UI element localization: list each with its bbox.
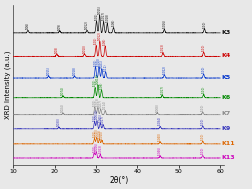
- Text: (101): (101): [94, 37, 98, 44]
- Text: (00030): (00030): [95, 109, 99, 119]
- Text: (1010): (1010): [97, 57, 101, 66]
- Text: (1016): (1016): [162, 19, 166, 28]
- Text: K3: K3: [222, 30, 231, 35]
- Text: (0040): (0040): [95, 128, 99, 137]
- Text: (0046): (0046): [94, 142, 98, 151]
- Text: (0008): (0008): [155, 103, 159, 112]
- Text: (1013): (1013): [96, 97, 100, 106]
- Text: K13: K13: [222, 155, 235, 160]
- Text: (0074): (0074): [61, 86, 65, 95]
- Text: (1013): (1013): [161, 42, 165, 52]
- Text: (1017): (1017): [102, 11, 106, 20]
- Text: (0018): (0018): [73, 66, 77, 75]
- Text: (101): (101): [94, 13, 99, 20]
- Text: (1023): (1023): [98, 144, 102, 153]
- Text: K6: K6: [222, 94, 231, 100]
- Text: (1017): (1017): [160, 85, 164, 94]
- Text: (1040): (1040): [158, 132, 162, 141]
- Text: (101): (101): [92, 130, 97, 137]
- Text: (1046): (1046): [158, 146, 162, 155]
- Text: K5: K5: [222, 75, 231, 80]
- Text: (106): (106): [103, 38, 107, 45]
- Text: (1019): (1019): [98, 129, 102, 138]
- Text: (0015): (0015): [47, 66, 51, 75]
- Text: (0010): (0010): [83, 44, 86, 53]
- Text: (1020): (1020): [100, 130, 104, 139]
- Text: (106): (106): [111, 19, 115, 26]
- Text: (1022): (1022): [162, 65, 166, 74]
- Text: (110): (110): [201, 147, 205, 154]
- Text: K11: K11: [222, 141, 235, 146]
- Text: (110): (110): [202, 44, 206, 51]
- Text: (0012): (0012): [85, 20, 89, 29]
- Text: (0114): (0114): [103, 100, 107, 109]
- Text: (110): (110): [202, 66, 206, 73]
- Text: (006): (006): [26, 22, 30, 29]
- Text: (101): (101): [92, 145, 96, 152]
- Text: (0030): (0030): [57, 117, 61, 126]
- Text: (101): (101): [93, 113, 97, 121]
- Y-axis label: XRD Intensity (a.u.): XRD Intensity (a.u.): [4, 50, 11, 119]
- Text: (0024): (0024): [61, 103, 65, 112]
- Text: (101): (101): [93, 58, 98, 66]
- Text: (111): (111): [104, 63, 108, 71]
- Text: K4: K4: [222, 53, 231, 58]
- Text: (110): (110): [201, 133, 205, 140]
- Text: (110): (110): [201, 104, 205, 111]
- Text: (0027): (0027): [99, 99, 103, 108]
- X-axis label: 2θ(°): 2θ(°): [109, 176, 129, 185]
- Text: (1065): (1065): [98, 113, 102, 122]
- Text: (009): (009): [58, 22, 62, 30]
- Text: (101): (101): [93, 99, 97, 106]
- Text: K7: K7: [222, 112, 231, 116]
- Text: (110): (110): [201, 118, 205, 125]
- Text: (101): (101): [93, 79, 97, 86]
- Text: (008): (008): [55, 46, 59, 53]
- Text: (110): (110): [202, 86, 206, 94]
- Text: (1017): (1017): [101, 115, 105, 124]
- Text: (0015): (0015): [98, 5, 102, 14]
- Text: (1018): (1018): [105, 13, 109, 22]
- Text: (1034): (1034): [158, 116, 162, 125]
- Text: (00018): (00018): [96, 73, 100, 84]
- Text: (0012): (0012): [98, 31, 102, 40]
- Text: (108): (108): [100, 81, 104, 89]
- Text: (0021): (0021): [100, 59, 104, 68]
- Text: K9: K9: [222, 125, 231, 131]
- Text: (110): (110): [202, 20, 206, 28]
